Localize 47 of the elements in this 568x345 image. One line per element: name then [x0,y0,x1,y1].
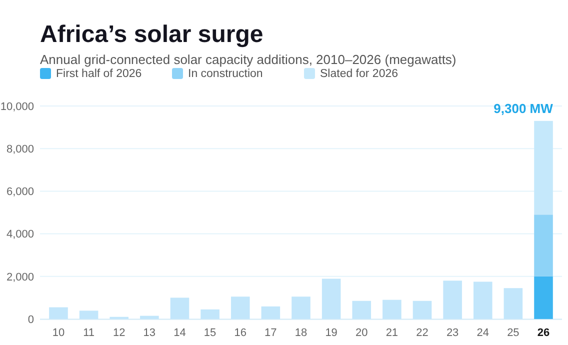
y-tick-label: 8,000 [6,143,34,156]
x-tick-label: 26 [537,327,550,339]
y-tick-label: 4,000 [6,228,34,241]
x-tick-label: 17 [264,327,277,339]
bar [443,280,462,319]
x-tick-label: 24 [476,327,490,339]
legend-label: In construction [188,68,263,80]
x-tick-label: 21 [386,327,398,339]
x-tick-label: 19 [325,327,338,339]
x-tick-label: 23 [446,327,459,339]
y-tick-label: 10,000 [0,100,34,113]
bar [170,298,190,319]
x-tick-label: 25 [507,327,520,339]
bar [230,296,250,319]
bar [79,310,98,319]
bar [49,307,68,319]
bar [534,276,553,319]
y-tick-label: 0 [28,314,34,326]
bar [534,214,553,276]
x-tick-label: 20 [356,327,368,339]
bar [140,316,159,319]
bar [200,309,220,319]
legend-label: First half of 2026 [56,68,142,80]
y-tick-label: 6,000 [6,186,34,198]
x-tick-label: 22 [416,327,428,339]
x-tick-label: 10 [52,327,65,339]
bar [352,300,372,319]
x-tick-label: 18 [294,327,308,339]
bar [473,282,492,319]
x-tick-label: 13 [143,327,156,339]
chart-title: Africa’s solar surge [40,21,264,48]
annotation: 9,300 MW [494,100,554,116]
bar [412,300,432,319]
bar [261,306,280,319]
x-tick-label: 12 [112,327,126,339]
y-tick-label: 2,000 [6,271,34,284]
bar [382,300,402,319]
legend-label: Slated for 2026 [320,68,398,80]
bar [534,120,553,215]
x-tick-label: 14 [174,327,186,339]
x-tick-label: 15 [204,327,216,339]
bar [322,278,341,319]
chart-subtitle: Annual grid-connected solar capacity additions, 2010–2026 (megawatts) [40,52,456,67]
x-tick-label: 11 [83,327,95,339]
bar [504,288,523,319]
x-tick-label: 16 [234,327,246,339]
bar [292,296,310,319]
